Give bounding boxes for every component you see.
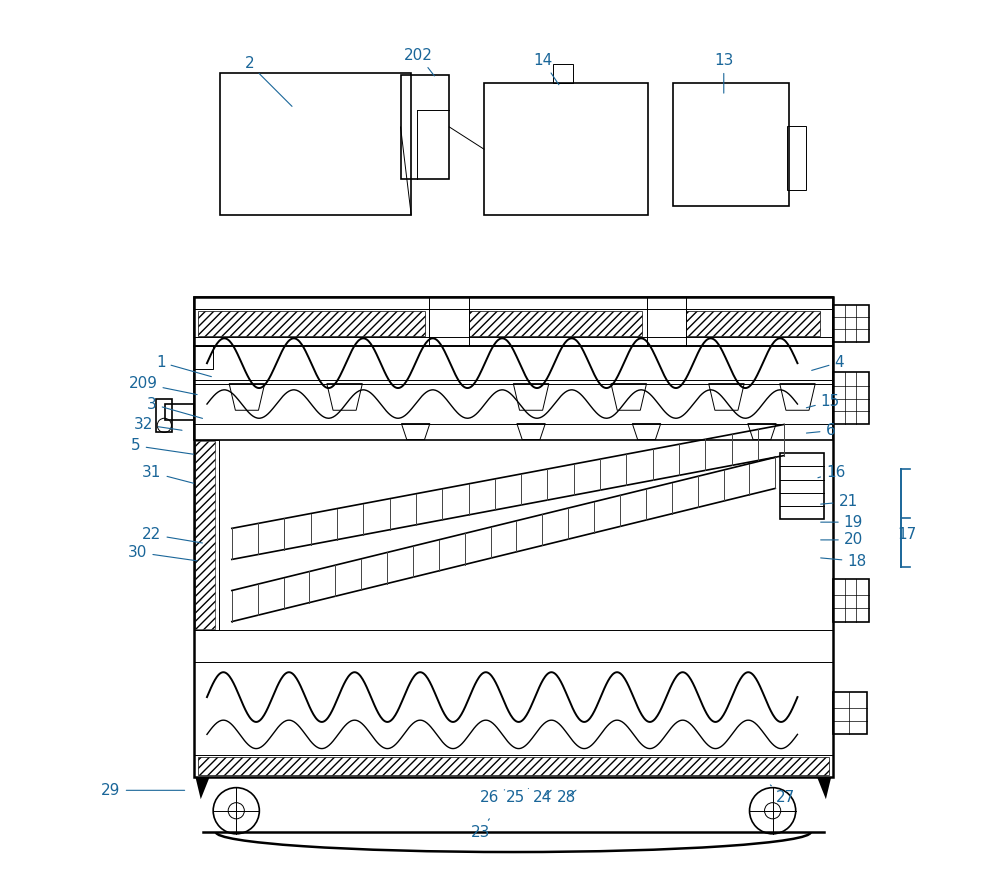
Bar — [401, 75, 449, 179]
Bar — [194, 297, 833, 777]
Text: 6: 6 — [806, 424, 835, 438]
Bar — [156, 399, 172, 432]
Polygon shape — [817, 777, 831, 799]
Bar — [194, 346, 833, 440]
Text: 17: 17 — [897, 527, 916, 542]
Bar — [787, 126, 806, 190]
Text: 202: 202 — [404, 48, 434, 76]
Bar — [194, 297, 833, 346]
Bar — [469, 311, 642, 336]
Text: 15: 15 — [806, 394, 840, 408]
Text: 25: 25 — [506, 789, 528, 805]
Bar — [833, 692, 867, 734]
Bar — [833, 372, 869, 424]
Text: 28: 28 — [557, 790, 576, 805]
Bar — [553, 64, 573, 83]
Bar — [833, 579, 869, 622]
Bar — [780, 453, 824, 519]
Polygon shape — [195, 777, 210, 799]
Text: 3: 3 — [147, 397, 203, 418]
Text: 30: 30 — [128, 545, 197, 561]
Text: 5: 5 — [131, 439, 194, 455]
Text: 21: 21 — [821, 495, 858, 509]
Bar — [198, 757, 829, 775]
Text: 29: 29 — [101, 783, 185, 797]
Text: 209: 209 — [129, 377, 197, 394]
Text: 31: 31 — [142, 465, 194, 483]
Text: 14: 14 — [533, 53, 559, 84]
Bar — [195, 441, 215, 629]
Text: 32: 32 — [133, 417, 182, 432]
Text: 16: 16 — [818, 465, 845, 480]
Text: 1: 1 — [156, 355, 211, 377]
Bar — [194, 346, 213, 369]
Text: 19: 19 — [821, 515, 863, 529]
Text: 22: 22 — [142, 527, 202, 543]
Bar — [833, 305, 869, 342]
Bar — [484, 83, 648, 215]
Bar — [198, 311, 425, 336]
Text: 4: 4 — [812, 355, 844, 370]
Text: 18: 18 — [821, 554, 867, 568]
Text: 24: 24 — [533, 790, 552, 805]
Text: 2: 2 — [245, 57, 292, 107]
Text: 27: 27 — [770, 785, 796, 805]
Text: 13: 13 — [714, 53, 733, 93]
Bar — [686, 311, 820, 336]
Bar — [194, 440, 219, 630]
Bar — [165, 404, 194, 420]
Text: 20: 20 — [821, 533, 863, 547]
Bar — [220, 73, 411, 215]
Text: 26: 26 — [480, 789, 505, 805]
Bar — [673, 83, 789, 206]
Text: 23: 23 — [471, 819, 490, 840]
